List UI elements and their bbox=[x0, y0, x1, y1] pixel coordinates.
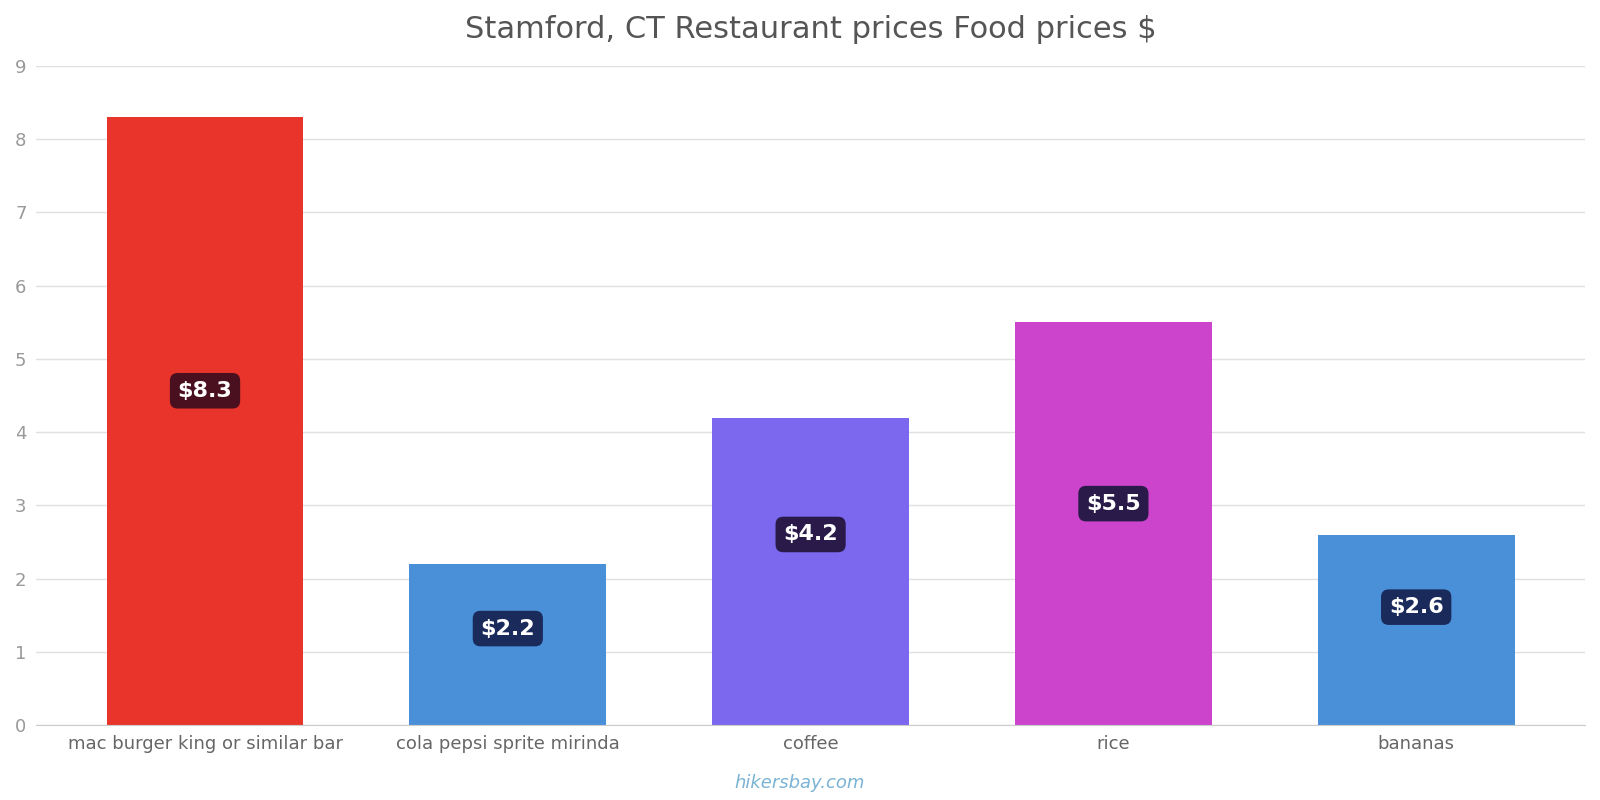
Bar bbox=[107, 117, 304, 726]
Bar bbox=[1318, 534, 1515, 726]
Bar bbox=[410, 564, 606, 726]
Bar bbox=[712, 418, 909, 726]
Text: $2.2: $2.2 bbox=[480, 618, 534, 638]
Text: hikersbay.com: hikersbay.com bbox=[734, 774, 866, 792]
Title: Stamford, CT Restaurant prices Food prices $: Stamford, CT Restaurant prices Food pric… bbox=[464, 15, 1157, 44]
Text: $2.6: $2.6 bbox=[1389, 597, 1443, 617]
Bar bbox=[1014, 322, 1211, 726]
Text: $4.2: $4.2 bbox=[784, 525, 838, 545]
Text: $5.5: $5.5 bbox=[1086, 494, 1141, 514]
Text: $8.3: $8.3 bbox=[178, 381, 232, 401]
